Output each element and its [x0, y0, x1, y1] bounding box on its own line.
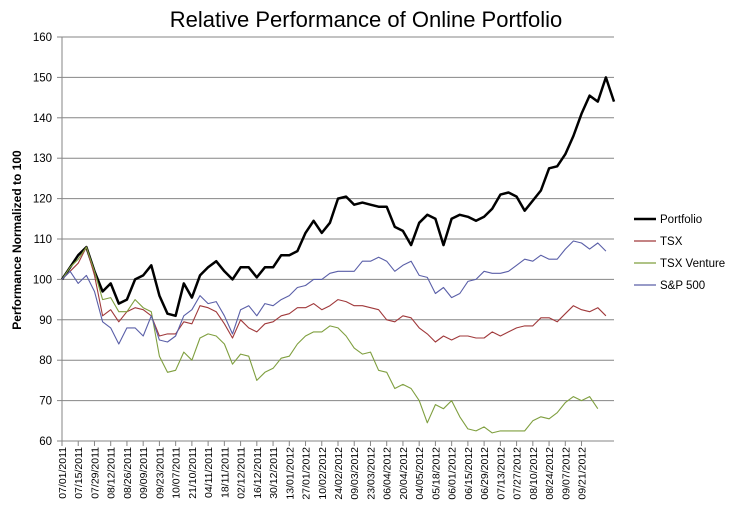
x-tick-label: 07/01/2011 — [57, 447, 69, 499]
y-tick-label: 60 — [39, 436, 52, 448]
x-tick-label: 13/01/2012 — [284, 447, 296, 500]
y-tick-label: 160 — [33, 32, 52, 44]
x-tick-label: 04/05/2012 — [414, 447, 426, 500]
axes — [57, 36, 614, 446]
series-line-s-p-500 — [61, 240, 607, 345]
y-tick-label: 100 — [33, 274, 52, 286]
x-tick-label: 23/03/2012 — [365, 447, 377, 500]
series-lines — [60, 76, 616, 434]
legend-label: Portfolio — [660, 214, 702, 226]
x-tick-label: 27/01/2012 — [301, 447, 313, 500]
y-tick-label: 120 — [33, 194, 52, 206]
y-tick-labels: 60 70 80 90 100 110 120 130 140 150 160 — [33, 32, 52, 448]
y-tick-label: 110 — [34, 234, 52, 246]
x-tick-label: 06/01/2012 — [447, 447, 459, 500]
x-tick-label: 07/27/2012 — [512, 447, 524, 500]
x-tick-label: 05/18/2012 — [430, 447, 442, 500]
x-tick-label: 09/09/2011 — [138, 447, 150, 499]
x-tick-label: 06/04/2012 — [382, 447, 394, 500]
legend-label: TSX — [660, 236, 683, 248]
gridlines — [62, 36, 614, 402]
x-tick-label: 09/21/2012 — [577, 447, 589, 500]
x-tick-label: 07/13/2012 — [495, 447, 507, 500]
x-tick-label: 21/10/2011 — [187, 447, 199, 499]
y-tick-label: 80 — [39, 355, 52, 367]
x-tick-labels: 07/01/2011 07/15/2011 07/29/2011 08/12/2011… — [57, 447, 589, 500]
x-tick-label: 08/26/2011 — [122, 447, 134, 499]
y-tick-label: 150 — [33, 72, 52, 84]
x-tick-label: 16/12/2011 — [252, 447, 264, 499]
x-tick-label: 24/02/2012 — [333, 447, 345, 500]
x-tick-label: 08/24/2012 — [544, 447, 556, 500]
x-tick-label: 20/04/2012 — [398, 447, 410, 500]
x-tick-label: 09/23/2011 — [154, 447, 166, 499]
x-tick-label: 18/11/2011 — [219, 447, 231, 498]
x-tick-label: 08/12/2011 — [106, 447, 118, 499]
series-line-portfolio — [60, 76, 616, 318]
series-line-tsx — [61, 246, 607, 343]
series-line-tsx-venture — [61, 246, 599, 434]
legend-label: S&P 500 — [660, 280, 705, 292]
y-tick-label: 70 — [39, 396, 52, 408]
y-tick-label: 130 — [33, 153, 52, 165]
x-tick-label: 02/12/2011 — [236, 447, 248, 499]
x-tick-label: 07/29/2011 — [89, 447, 101, 499]
x-tick-label: 30/12/2011 — [268, 447, 280, 499]
x-tick-label: 04/11/2011 — [203, 447, 215, 498]
y-axis-label: Performance Normalized to 100 — [10, 150, 24, 330]
x-tick-label: 09/03/2012 — [349, 447, 361, 500]
x-tick-label: 10/02/2012 — [317, 447, 329, 500]
y-tick-label: 90 — [39, 315, 52, 327]
legend-label: TSX Venture — [660, 258, 725, 270]
y-tick-label: 140 — [33, 113, 52, 125]
x-tick-label: 06/29/2012 — [479, 447, 491, 500]
x-tick-label: 09/07/2012 — [560, 447, 572, 500]
x-tick-label: 10/07/2011 — [171, 447, 183, 499]
x-tick-label: 06/15/2012 — [463, 447, 475, 500]
legend: Portfolio TSX TSX Venture S&P 500 — [634, 214, 725, 292]
x-tick-label: 07/15/2011 — [73, 447, 85, 499]
x-tick-label: 08/10/2012 — [528, 447, 540, 500]
chart-title: Relative Performance of Online Portfolio — [170, 7, 563, 32]
